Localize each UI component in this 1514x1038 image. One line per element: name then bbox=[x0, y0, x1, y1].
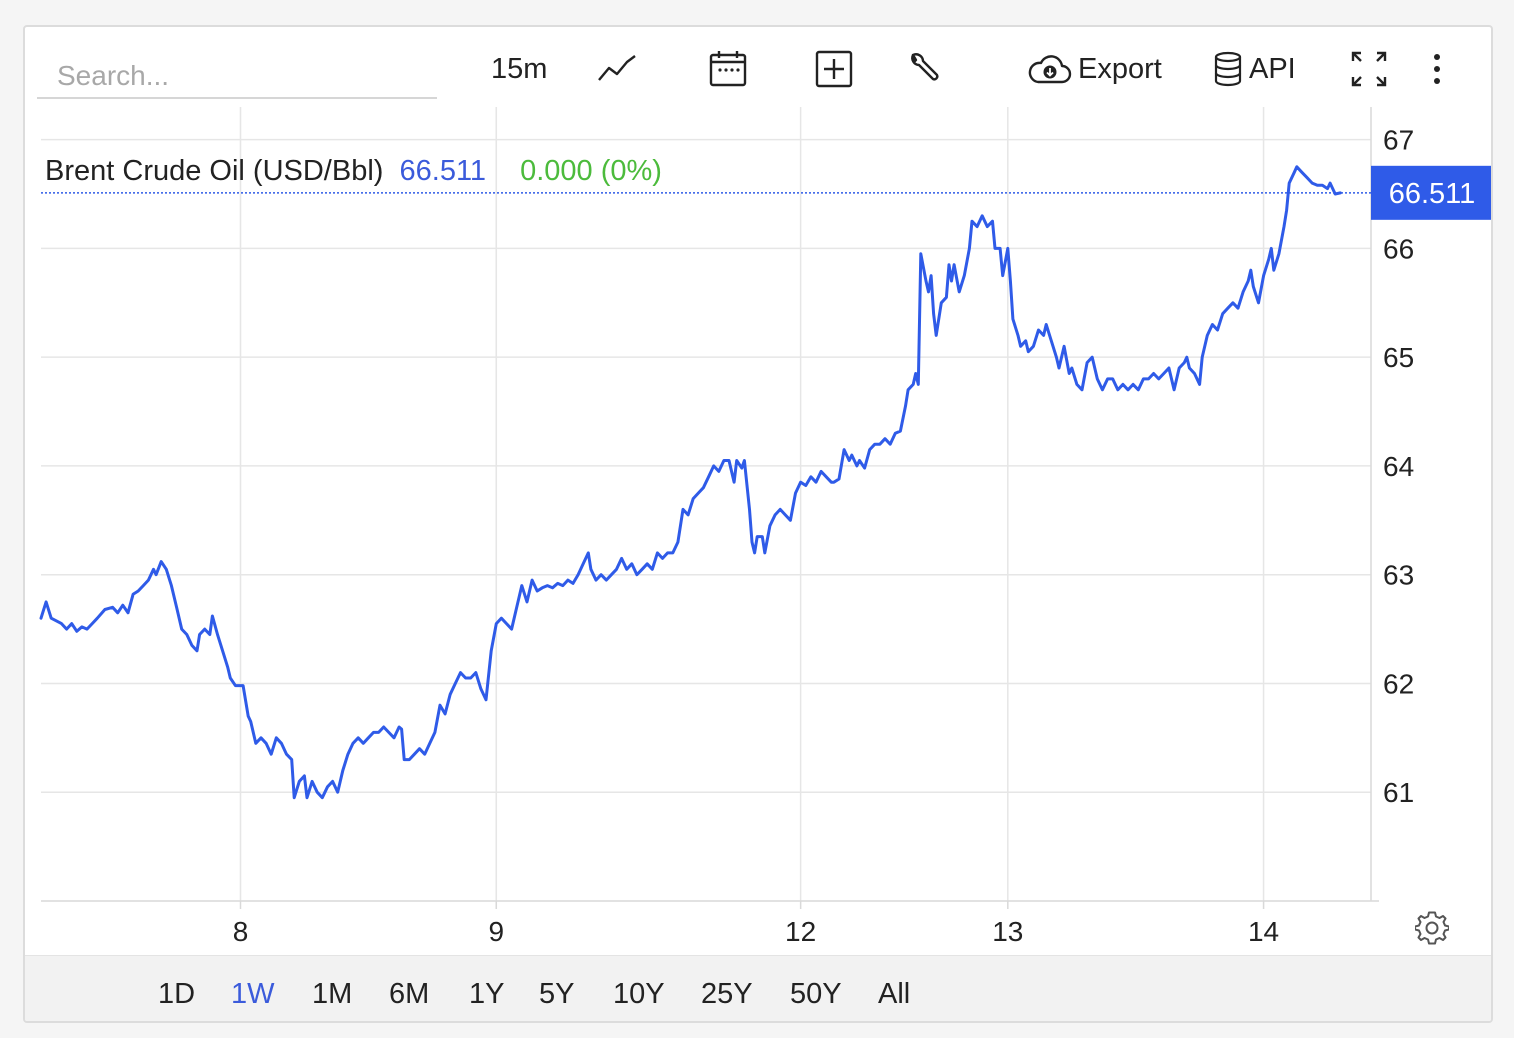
indicators-button[interactable] bbox=[907, 47, 943, 91]
interval-selector[interactable]: 15m bbox=[491, 47, 547, 91]
y-tick-label: 63 bbox=[1383, 560, 1414, 591]
range-button-1m[interactable]: 1M bbox=[312, 978, 353, 1010]
range-button-50y[interactable]: 50Y bbox=[790, 978, 842, 1010]
range-button-5y[interactable]: 5Y bbox=[539, 978, 575, 1010]
more-menu-button[interactable] bbox=[1431, 47, 1443, 91]
chart-type-button[interactable] bbox=[597, 47, 639, 91]
legend-series-name: Brent Crude Oil (USD/Bbl) bbox=[45, 155, 383, 187]
chart-grid bbox=[41, 107, 1371, 901]
api-label: API bbox=[1249, 52, 1296, 85]
active-range-underline bbox=[213, 1022, 293, 1023]
plus-box-icon bbox=[815, 50, 853, 88]
y-tick-label: 65 bbox=[1383, 342, 1414, 373]
y-tick-label: 66 bbox=[1383, 233, 1414, 264]
fullscreen-button[interactable] bbox=[1349, 47, 1389, 91]
range-button-25y[interactable]: 25Y bbox=[701, 978, 753, 1010]
range-button-1d[interactable]: 1D bbox=[158, 978, 196, 1010]
chart-legend: Brent Crude Oil (USD/Bbl) 66.511 0.000 (… bbox=[45, 155, 662, 187]
current-price-badge: 66.511 bbox=[1371, 165, 1491, 220]
y-tick-label: 62 bbox=[1383, 668, 1414, 699]
y-tick-label: 61 bbox=[1383, 777, 1414, 808]
range-button-10y[interactable]: 10Y bbox=[613, 978, 665, 1010]
legend-price: 66.511 bbox=[400, 155, 487, 187]
export-label: Export bbox=[1078, 52, 1162, 85]
x-tick-label: 12 bbox=[785, 916, 816, 947]
series-line bbox=[39, 165, 1342, 800]
range-button-1w[interactable]: 1W bbox=[231, 978, 275, 1010]
compare-button[interactable] bbox=[815, 47, 853, 91]
x-tick-label: 8 bbox=[233, 916, 249, 947]
range-selector: 1D 1W 1M 6M 1Y 5Y 10Y 25Y 50Y All bbox=[25, 955, 1491, 1023]
x-tick-label: 9 bbox=[488, 916, 504, 947]
price-chart[interactable]: 61 62 63 64 65 66 67 8 9 12 13 14 66.511 Brent Cru… bbox=[25, 27, 1491, 955]
chart-widget: 15m bbox=[23, 25, 1493, 1023]
y-tick-label: 64 bbox=[1383, 451, 1414, 482]
range-button-1y[interactable]: 1Y bbox=[469, 978, 505, 1010]
range-button-all[interactable]: All bbox=[878, 978, 911, 1010]
wrench-icon bbox=[911, 53, 939, 81]
range-button-6m[interactable]: 6M bbox=[389, 978, 430, 1010]
x-tick-label: 13 bbox=[992, 916, 1023, 947]
search-input[interactable] bbox=[37, 55, 437, 99]
cloud-download-icon bbox=[1028, 55, 1072, 84]
database-icon bbox=[1214, 51, 1242, 87]
calendar-icon bbox=[709, 51, 747, 87]
interval-label: 15m bbox=[491, 52, 548, 85]
fullscreen-icon bbox=[1351, 51, 1387, 87]
y-axis: 61 62 63 64 65 66 67 bbox=[1383, 125, 1414, 809]
y-tick-label: 67 bbox=[1383, 125, 1414, 156]
more-vertical-icon bbox=[1434, 54, 1440, 84]
export-button[interactable]: Export bbox=[1026, 47, 1162, 91]
settings-gear-icon[interactable] bbox=[1415, 911, 1449, 945]
current-price-badge-bg bbox=[1371, 165, 1491, 220]
date-range-button[interactable] bbox=[708, 47, 748, 91]
api-button[interactable]: API bbox=[1213, 47, 1296, 91]
legend-change: 0.000 (0%) bbox=[520, 155, 662, 187]
x-tick-label: 14 bbox=[1248, 916, 1279, 947]
toolbar: 15m bbox=[25, 27, 1491, 109]
current-price-value: 66.511 bbox=[1389, 178, 1476, 210]
x-axis: 8 9 12 13 14 bbox=[233, 901, 1279, 947]
line-chart-icon bbox=[598, 55, 636, 81]
